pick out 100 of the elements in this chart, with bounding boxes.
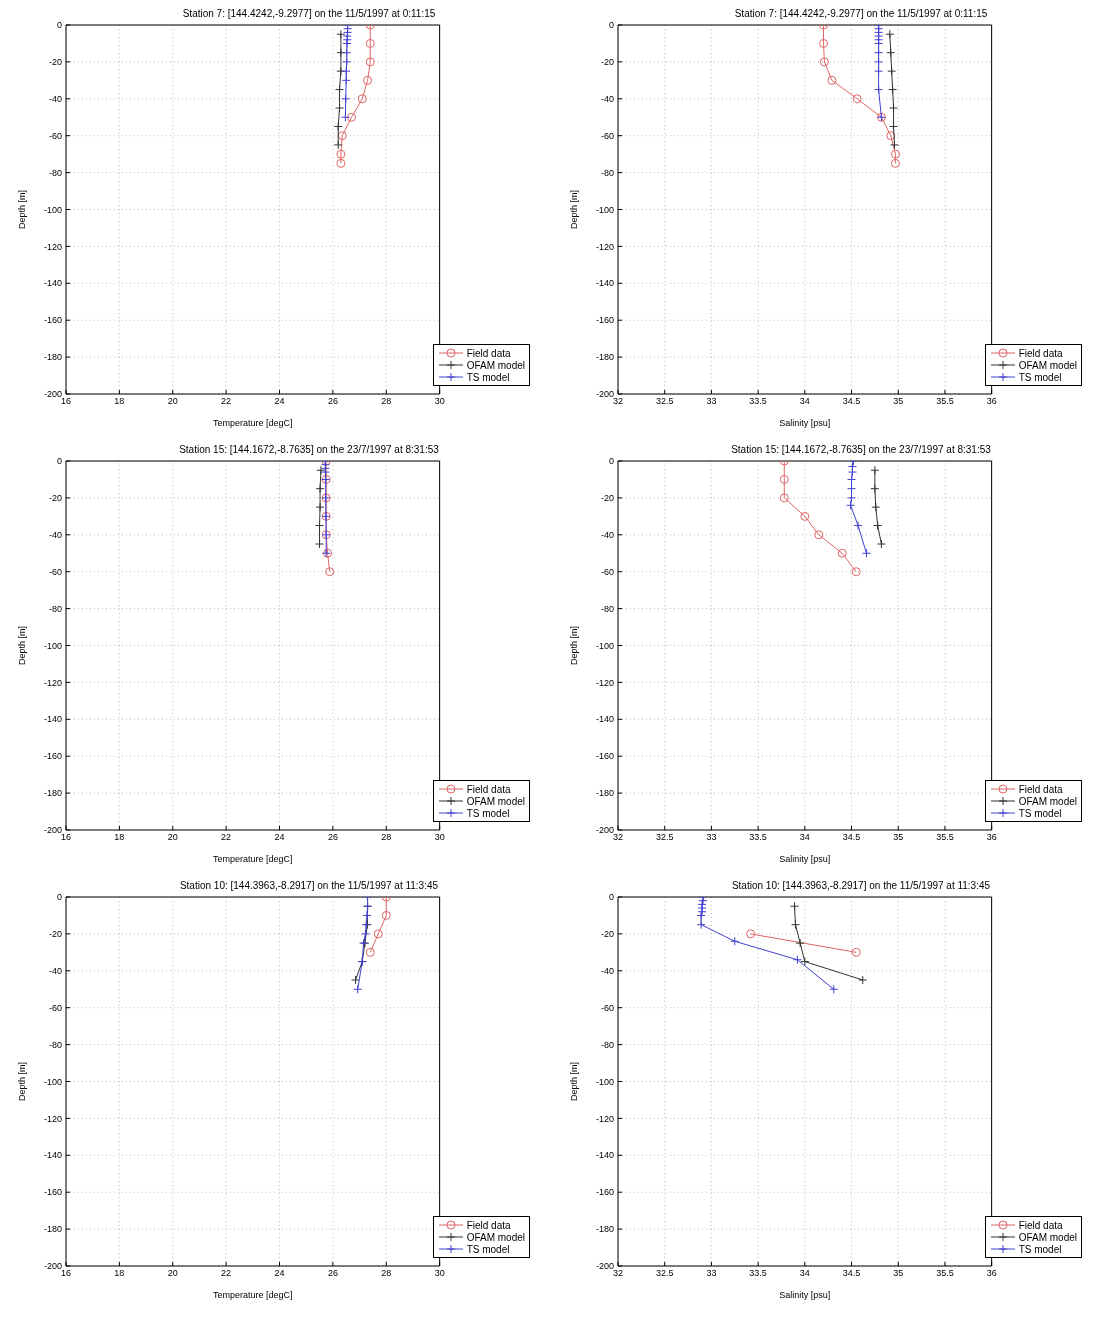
point [363,75,373,85]
point [890,149,900,159]
chart-title: Station 10: [144.3963,-8.2917] on the 11/5/1997 at 11:3:45 [730,880,992,892]
y-tick-label: -20 [48,493,62,504]
x-tick-label: 28 [381,832,392,843]
point [800,511,810,521]
point [696,920,706,930]
x-tick-label: 34.5 [842,1268,861,1279]
point [852,94,862,104]
x-tick-label: 36 [986,832,997,843]
y-axis-title: Depth [m] [569,1061,580,1102]
x-tick-label: 24 [274,396,285,407]
legend-label: OFAM model [466,795,525,807]
legend-label: OFAM model [466,1231,525,1243]
legend-label: TS model [1018,1243,1062,1255]
point [365,57,375,67]
x-tick-label: 33.5 [749,832,767,843]
x-tick-label: 34 [799,832,810,843]
x-tick-label: 35.5 [936,1268,954,1279]
y-tick-label: -100 [595,640,614,651]
point [870,465,880,475]
x-tick-label: 35 [893,396,904,407]
x-tick-label: 30 [434,832,445,843]
y-tick-label: -80 [600,603,614,614]
y-tick-label: -20 [600,929,614,940]
point [847,467,857,477]
y-tick-label: -140 [595,278,614,289]
point [362,910,372,920]
y-tick-label: -160 [43,751,62,762]
x-tick-label: 36 [986,396,997,407]
x-tick-label: 30 [434,1268,445,1279]
x-tick-label: 24 [274,1268,285,1279]
point [353,984,363,994]
point [336,48,346,58]
y-tick-label: 0 [56,892,62,903]
y-tick-label: -180 [595,1224,614,1235]
y-tick-label: -100 [43,204,62,215]
legend-label: TS model [1018,807,1062,819]
point [874,57,884,67]
x-tick-label: 22 [221,396,232,407]
y-tick-label: -80 [600,167,614,178]
point [342,57,352,67]
legend-label: TS model [1018,371,1062,383]
x-tick-label: 18 [114,1268,125,1279]
point [341,75,351,85]
x-tick-label: 20 [167,1268,178,1279]
y-tick-label: -180 [43,1224,62,1235]
legend-label: Field data [1018,347,1063,359]
y-tick-label: 0 [56,456,62,467]
x-tick-label: 34 [799,396,810,407]
chart-title: Station 7: [144.4242,-9.2977] on the 11/5/1997 at 0:11:15 [733,8,989,20]
point [888,85,898,95]
y-tick-label: -200 [43,825,62,836]
point [819,38,828,48]
y-tick-label: -120 [43,241,62,252]
y-axis-title: Depth [m] [569,189,580,230]
y-tick-label: -60 [48,566,62,577]
x-tick-label: 16 [60,396,72,407]
point [373,929,383,939]
x-tick-label: 32.5 [655,1268,674,1279]
y-tick-label: -80 [48,167,62,178]
y-tick-label: -160 [595,751,614,762]
point [792,955,802,965]
point [335,103,345,113]
y-tick-label: -40 [48,529,62,540]
legend-label: OFAM model [1018,1231,1077,1243]
y-tick-label: -200 [43,1261,62,1272]
y-tick-label: -20 [48,57,62,68]
x-tick-label: 18 [114,832,125,843]
y-tick-label: -200 [43,389,62,400]
point [730,936,740,946]
y-axis-title: Depth [m] [17,1061,28,1102]
x-tick-label: 34.5 [842,396,861,407]
point [889,140,899,150]
point [814,530,824,540]
x-axis-title: Temperature [degC] [213,854,293,865]
y-tick-label: -60 [600,130,614,141]
legend-label: TS model [466,807,510,819]
point [889,103,899,113]
point [861,548,871,558]
y-tick-label: 0 [608,20,614,31]
x-tick-label: 35 [893,1268,904,1279]
point [342,48,352,58]
x-axis-title: Salinity [psu] [779,854,831,865]
y-tick-label: -140 [43,278,62,289]
y-tick-label: -60 [48,130,62,141]
x-tick-label: 24 [274,832,285,843]
y-tick-label: -180 [43,352,62,363]
point [779,493,789,503]
y-tick-label: -120 [595,677,614,688]
y-axis-title: Depth [m] [569,625,580,666]
y-tick-label: -40 [600,529,614,540]
x-axis-title: Salinity [psu] [779,1290,831,1301]
legend-label: OFAM model [1018,795,1077,807]
y-tick-label: -120 [595,241,614,252]
x-tick-label: 22 [221,832,232,843]
point [887,66,897,76]
x-tick-label: 33.5 [749,1268,767,1279]
point [851,567,861,577]
point [341,94,351,104]
